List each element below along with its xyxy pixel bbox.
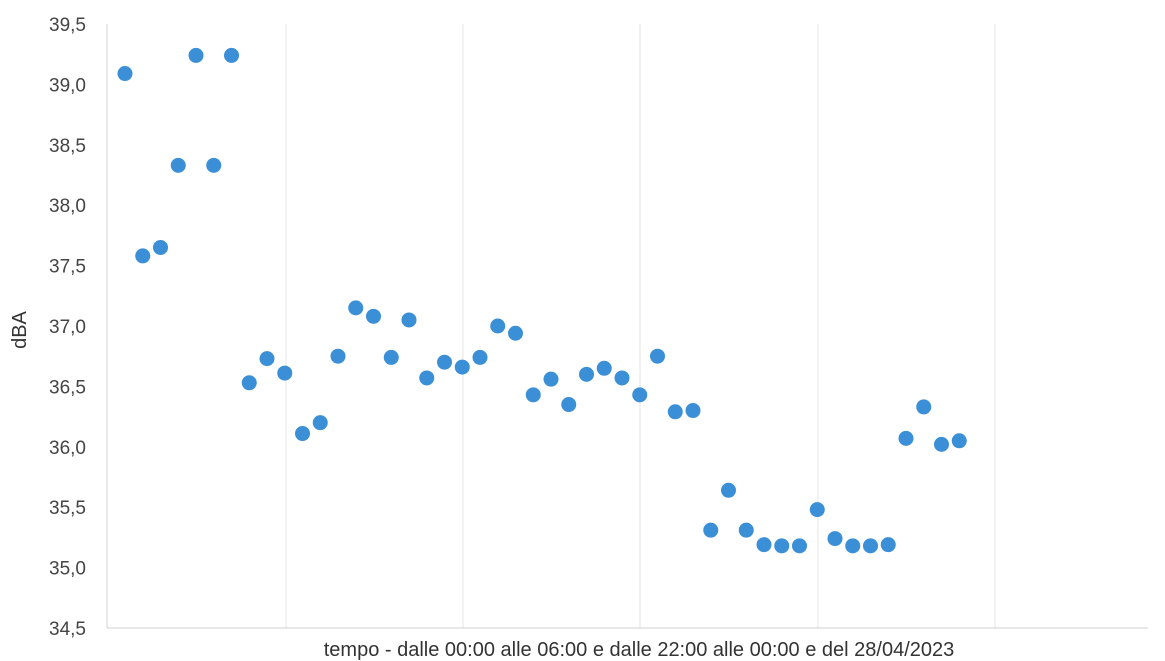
data-point [224,47,239,63]
x-axis-title: tempo - dalle 00:00 alle 06:00 e dalle 2… [324,639,955,661]
data-point [117,66,133,82]
data-point [312,415,328,431]
data-point [685,403,701,419]
data-point [934,436,949,452]
y-tick-label: 38,0 [49,196,86,217]
y-tick-label: 39,0 [49,75,86,96]
data-points [117,47,967,554]
data-point [419,370,435,386]
data-point [561,397,577,413]
data-point [241,375,257,391]
y-tick-label: 39,5 [49,15,86,36]
data-point [153,239,168,255]
data-point [348,300,364,316]
data-point [490,318,506,334]
data-point [472,349,488,365]
data-point [330,348,346,364]
data-point [383,349,399,365]
data-point [596,360,612,376]
y-tick-label: 37,5 [49,257,86,278]
y-tick-label: 36,5 [49,377,86,398]
data-point [721,482,736,498]
data-point [845,538,861,554]
axes [106,24,1148,629]
y-tick-label: 35,0 [49,559,86,580]
data-point [632,387,648,403]
data-point [277,365,293,381]
data-point [898,430,914,446]
y-tick-label: 36,0 [49,438,86,459]
gridlines [285,24,996,628]
y-tick-label: 37,0 [49,317,86,338]
data-point [792,538,807,554]
data-point [880,537,896,553]
data-point [827,531,843,547]
data-point [614,370,630,386]
data-point [916,399,932,415]
data-point [703,522,719,538]
data-point [738,522,754,538]
data-point [667,404,683,420]
data-point [454,359,470,375]
data-point [188,47,204,63]
data-point [366,308,381,324]
data-point [206,157,222,173]
y-tick-labels: 34,5 35,0 35,5 36,0 36,5 37,0 37,5 38,0 38,5 39,0… [49,15,86,640]
data-point [774,538,790,554]
data-point [756,537,772,553]
data-point [650,348,665,364]
data-point [508,325,523,341]
y-axis-title: dBA [9,310,31,348]
data-point [809,502,825,518]
data-point [135,248,151,264]
data-point [295,426,310,442]
data-point [259,351,275,367]
data-point [543,371,559,387]
data-point [437,354,452,370]
data-point [951,433,967,449]
data-point [579,366,594,382]
data-point [170,157,186,173]
y-tick-label: 38,5 [49,136,86,157]
data-point [401,312,417,328]
y-tick-label: 35,5 [49,498,86,519]
data-point [863,538,878,554]
y-tick-label: 34,5 [49,619,86,640]
data-point [525,387,541,403]
